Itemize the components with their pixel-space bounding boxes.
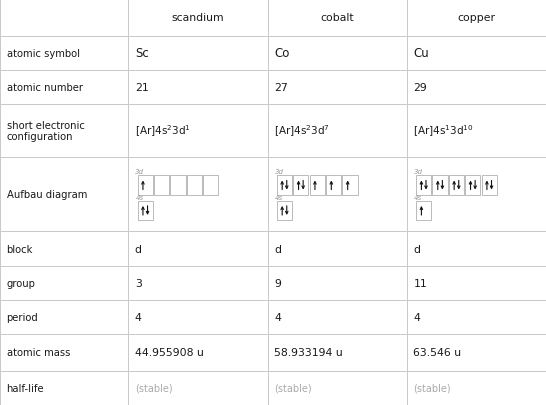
Text: $\rm{[Ar]}4s^{2}3d^{1}$: $\rm{[Ar]}4s^{2}3d^{1}$: [135, 123, 191, 139]
Bar: [465, 176, 480, 195]
Text: 4s: 4s: [414, 194, 422, 200]
Text: 44.955908 u: 44.955908 u: [135, 347, 204, 358]
Text: $\rm{[Ar]}4s^{1}3d^{10}$: $\rm{[Ar]}4s^{1}3d^{10}$: [413, 123, 474, 139]
Text: (stable): (stable): [274, 383, 312, 393]
Bar: [154, 176, 169, 195]
Bar: [170, 176, 186, 195]
Text: block: block: [7, 244, 33, 254]
Text: Sc: Sc: [135, 47, 149, 60]
Bar: [293, 176, 308, 195]
Text: 4: 4: [135, 312, 142, 322]
Text: 11: 11: [413, 278, 427, 288]
Text: 21: 21: [135, 83, 149, 93]
Bar: [482, 176, 497, 195]
Bar: [416, 201, 431, 221]
Text: d: d: [413, 244, 420, 254]
Text: short electronic
configuration: short electronic configuration: [7, 120, 85, 142]
Text: d: d: [274, 244, 281, 254]
Text: copper: copper: [458, 13, 495, 23]
Text: $\rm{[Ar]}4s^{2}3d^{7}$: $\rm{[Ar]}4s^{2}3d^{7}$: [274, 123, 330, 139]
Text: 4: 4: [274, 312, 281, 322]
Bar: [432, 176, 448, 195]
Text: 58.933194 u: 58.933194 u: [274, 347, 343, 358]
Bar: [277, 176, 292, 195]
Text: cobalt: cobalt: [321, 13, 354, 23]
Bar: [342, 176, 358, 195]
Text: 63.546 u: 63.546 u: [413, 347, 461, 358]
Text: (stable): (stable): [135, 383, 173, 393]
Bar: [416, 176, 431, 195]
Bar: [187, 176, 202, 195]
Text: 3d: 3d: [414, 169, 423, 175]
Text: 4s: 4s: [275, 194, 283, 200]
Text: 29: 29: [413, 83, 427, 93]
Bar: [138, 201, 153, 221]
Text: 9: 9: [274, 278, 281, 288]
Text: (stable): (stable): [413, 383, 451, 393]
Text: Co: Co: [274, 47, 289, 60]
Bar: [203, 176, 218, 195]
Text: 3d: 3d: [135, 169, 144, 175]
Text: 4: 4: [413, 312, 420, 322]
Text: atomic mass: atomic mass: [7, 347, 70, 358]
Text: 3: 3: [135, 278, 142, 288]
Bar: [277, 201, 292, 221]
Bar: [310, 176, 325, 195]
Bar: [326, 176, 341, 195]
Text: d: d: [135, 244, 142, 254]
Text: Cu: Cu: [413, 47, 429, 60]
Text: Aufbau diagram: Aufbau diagram: [7, 190, 87, 200]
Text: 27: 27: [274, 83, 288, 93]
Text: group: group: [7, 278, 35, 288]
Text: atomic symbol: atomic symbol: [7, 49, 80, 58]
Text: scandium: scandium: [171, 13, 224, 23]
Text: 3d: 3d: [275, 169, 283, 175]
Bar: [449, 176, 464, 195]
Text: half-life: half-life: [7, 383, 44, 393]
Bar: [138, 176, 153, 195]
Text: atomic number: atomic number: [7, 83, 82, 93]
Text: 4s: 4s: [135, 194, 144, 200]
Text: period: period: [7, 312, 38, 322]
